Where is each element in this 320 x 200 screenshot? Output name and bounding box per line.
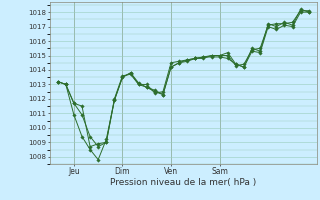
X-axis label: Pression niveau de la mer( hPa ): Pression niveau de la mer( hPa ) [110,178,256,187]
